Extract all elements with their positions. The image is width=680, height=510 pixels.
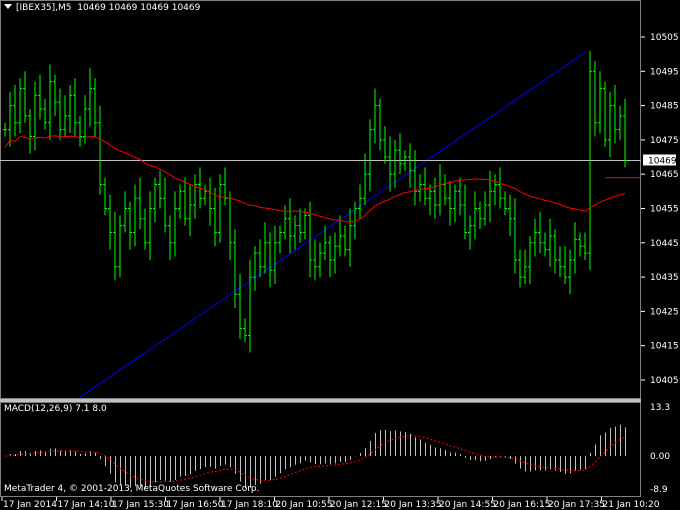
price-label: 10485 xyxy=(650,102,679,112)
time-label: 20 Jan 10:55 xyxy=(276,500,333,510)
price-label: 10425 xyxy=(650,307,679,317)
copyright-label: MetaTrader 4, © 2001-2013, MetaQuotes So… xyxy=(4,484,260,494)
macd-scale-label: 0.00 xyxy=(650,452,670,462)
moving-average-line xyxy=(4,135,626,223)
time-label: 21 Jan 10:20 xyxy=(603,500,660,510)
time-label: 17 Jan 18:10 xyxy=(221,500,278,510)
price-label: 10415 xyxy=(650,342,679,352)
panel-separator[interactable] xyxy=(0,399,641,402)
dropdown-triangle-icon[interactable] xyxy=(4,4,12,9)
time-label: 17 Jan 2014 xyxy=(3,500,57,510)
time-label: 20 Jan 16:15 xyxy=(494,500,551,510)
current-price-box xyxy=(643,154,676,166)
time-label: 17 Jan 15:30 xyxy=(112,500,169,510)
trendline xyxy=(79,52,586,398)
time-label: 17 Jan 16:50 xyxy=(167,500,224,510)
macd-signal-line xyxy=(4,435,626,483)
price-label: 10495 xyxy=(650,67,679,77)
price-label: 10405 xyxy=(650,376,679,386)
chart-header: [IBEX35],M5 10469 10469 10469 10469 xyxy=(4,3,200,13)
time-label: 20 Jan 12:15 xyxy=(330,500,387,510)
ohlc-label: 10469 10469 10469 10469 xyxy=(77,3,201,13)
time-label: 20 Jan 17:35 xyxy=(548,500,605,510)
price-label: 10445 xyxy=(650,239,679,249)
symbol-label: [IBEX35],M5 xyxy=(16,3,72,13)
price-label: 10475 xyxy=(650,136,679,146)
price-label: 10435 xyxy=(650,273,679,283)
time-label: 20 Jan 14:55 xyxy=(439,500,496,510)
macd-label: MACD(12,26,9) 7.1 8.0 xyxy=(4,404,107,414)
current-price-label: 10469 xyxy=(648,156,677,166)
macd-scale-label: -8.9 xyxy=(650,485,668,495)
price-label: 10465 xyxy=(650,170,679,180)
time-label: 17 Jan 14:10 xyxy=(58,500,115,510)
price-label: 10505 xyxy=(650,33,679,43)
time-label: 20 Jan 13:35 xyxy=(385,500,442,510)
macd-scale-label: 13.3 xyxy=(650,403,670,413)
price-label: 10455 xyxy=(650,205,679,215)
